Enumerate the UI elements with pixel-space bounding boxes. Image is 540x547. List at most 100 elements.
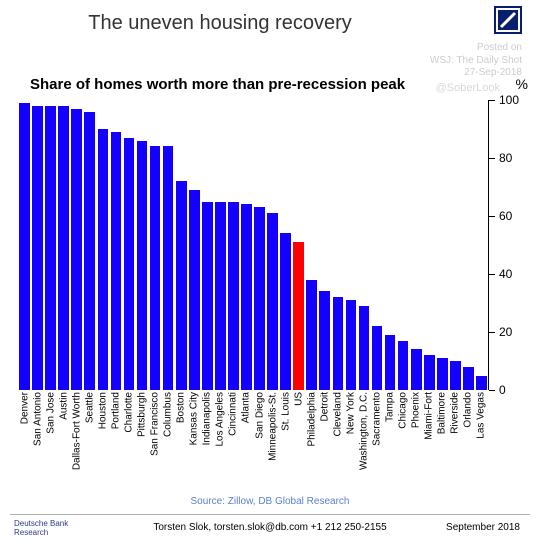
bar [19,103,30,390]
x-category-label: US [293,392,304,406]
x-category-label: Columbus [163,392,174,437]
x-category-label: Denver [19,392,30,424]
y-tick-label: 0 [499,383,506,397]
x-category-label: Detroit [319,392,330,421]
y-tick-label: 40 [499,267,512,281]
chart-subtitle: Share of homes worth more than pre-reces… [30,76,405,93]
y-tick [489,274,495,275]
bar [398,341,409,390]
x-category-label: New York [345,392,356,434]
bar [202,202,213,391]
x-category-label: San Jose [45,392,56,434]
x-category-label: Pittsburgh [137,392,148,437]
x-category-label: Baltimore [437,392,448,434]
y-tick-label: 60 [499,209,512,223]
bar [137,141,148,390]
x-category-label: Austin [58,392,69,420]
source-line: Source: Zillow, DB Global Research [0,496,540,507]
x-category-label: Atlanta [241,392,252,423]
bar [32,106,43,390]
bar [306,280,317,390]
bar [254,207,265,390]
bar [71,109,82,390]
bar [267,213,278,390]
y-tick [489,390,495,391]
bar [215,202,226,391]
x-category-label: Philadelphia [306,392,317,447]
bar [228,202,239,391]
footer-divider [10,514,530,515]
bar [333,297,344,390]
watermark-posted: Posted on WSJ: The Daily Shot 27-Sep-201… [430,42,522,80]
x-category-label: Dallas-Fort Worth [71,392,82,470]
x-category-label: Miami-Fort [424,392,435,440]
x-category-label: Orlando [463,392,474,428]
x-category-label: Charlotte [123,392,134,433]
x-category-label: Phoenix [411,392,422,428]
bar [463,367,474,390]
bar [450,361,461,390]
bar [424,355,435,390]
bar [189,190,200,390]
bar [45,106,56,390]
footer-brand-line1: Deutsche Bank [14,519,68,528]
bar [150,146,161,390]
bar [372,326,383,390]
bar [98,129,109,390]
y-axis-unit: % [516,76,528,92]
x-category-label: San Francisco [150,392,161,456]
x-category-label: Seattle [84,392,95,423]
y-tick [489,332,495,333]
bar [319,291,330,390]
y-axis: 020406080100 [488,100,507,390]
y-tick-label: 80 [499,151,512,165]
footer-brand-line2: Research [14,528,48,537]
x-category-label: Chicago [398,392,409,429]
bar [346,300,357,390]
y-tick [489,216,495,217]
x-category-label: San Diego [254,392,265,439]
y-tick-label: 100 [499,93,519,107]
bar [111,132,122,390]
x-category-label: Minneapolis-St. [267,392,278,461]
bar [437,358,448,390]
bar [280,233,291,390]
footer-contact: Torsten Slok, torsten.slok@db.com +1 212… [110,522,430,533]
x-category-label: Boston [176,392,187,423]
y-tick [489,100,495,101]
x-axis-labels: DenverSan AntonioSan JoseAustinDallas-Fo… [18,392,488,492]
bar [385,335,396,390]
x-category-label: San Antonio [32,392,43,446]
plot-area [18,100,488,390]
x-category-label: St. Louis [280,392,291,431]
watermark-line3: 27-Sep-2018 [430,67,522,80]
x-category-label: Riverside [450,392,461,434]
bar [476,376,487,391]
x-category-label: Cleveland [332,392,343,436]
watermark-line1: Posted on [430,42,522,55]
x-category-label: Cincinnati [228,392,239,436]
x-category-label: Washington, D.C. [358,392,369,470]
bar [163,146,174,390]
bar [293,242,304,390]
x-category-label: Los Angeles [215,392,226,447]
bar [84,112,95,390]
bar [411,349,422,390]
bar [359,306,370,390]
x-category-label: Las Vegas [476,392,487,439]
x-category-label: Sacramento [372,392,383,446]
bar [176,181,187,390]
bar [241,204,252,390]
y-tick [489,158,495,159]
footer-brand: Deutsche Bank Research [14,520,68,538]
footer-date: September 2018 [446,522,520,533]
bar [124,138,135,390]
y-tick-label: 20 [499,325,512,339]
db-logo [494,6,522,34]
x-category-label: Houston [97,392,108,429]
bar-chart: 020406080100 [18,100,506,390]
x-category-label: Tampa [385,392,396,422]
watermark-brand: @SoberLook [436,82,500,94]
x-category-label: Portland [110,392,121,429]
footer: Deutsche Bank Research Torsten Slok, tor… [10,518,530,544]
